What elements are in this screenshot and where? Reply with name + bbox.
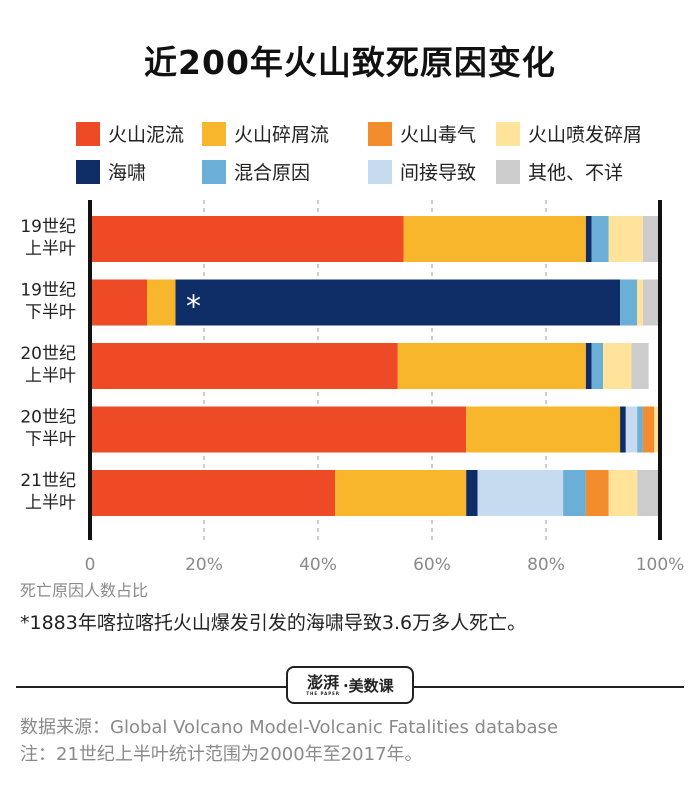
bar-segment [403, 216, 586, 262]
footnote: *1883年喀拉喀托火山爆发引发的海啸导致3.6万多人死亡。 [20, 612, 527, 634]
bar-segment [591, 216, 609, 262]
legend-label: 混合原因 [234, 162, 311, 184]
legend-item: 海啸 [76, 158, 146, 185]
bar-segment [637, 406, 643, 453]
x-tick-label: 0 [85, 555, 96, 572]
x-tick-label: 40% [299, 555, 337, 572]
bar-segment [631, 343, 649, 389]
legend-item: 混合原因 [202, 158, 310, 185]
brand-separator: · [342, 676, 349, 695]
bar-segment [608, 470, 638, 516]
bar-segment [603, 343, 632, 389]
legend-item: 间接导致 [368, 158, 476, 185]
bar-segment [466, 470, 478, 516]
x-tick-label: 80% [527, 555, 565, 572]
legend-item: 火山毒气 [368, 120, 476, 147]
category-label: 20世纪 [20, 408, 76, 428]
legend-item: 火山喷发碎屑 [496, 120, 642, 147]
bar-segment [637, 470, 660, 516]
brand-name: 美数课 [348, 676, 394, 695]
bar-segment [147, 279, 176, 326]
legend-swatch [368, 159, 392, 184]
category-label: 19世纪 [20, 217, 76, 237]
bar-segment [563, 470, 586, 516]
legend-label: 火山碎屑流 [234, 124, 330, 146]
bar-segment [397, 343, 586, 389]
brand-mark: 澎湃 THE PAPER [306, 672, 340, 696]
bar-segment [90, 343, 398, 389]
legend-swatch [76, 159, 100, 184]
legend-swatch [496, 121, 520, 146]
bar-segment [466, 406, 621, 453]
category-label: 下半叶 [25, 430, 76, 450]
bar-segment [625, 406, 638, 453]
chart-title: 近200年火山致死原因变化 [144, 43, 556, 82]
bar-segment [642, 406, 655, 453]
legend-label: 海啸 [108, 162, 147, 184]
legend-swatch [202, 159, 226, 184]
bar-segment [477, 470, 564, 516]
category-label: 20世纪 [20, 344, 76, 364]
source-note: 数据来源：Global Volcano Model-Volcanic Fatal… [20, 714, 558, 768]
legend-swatch [496, 159, 520, 184]
bar-segment [637, 279, 643, 326]
brand-logo: 澎湃 THE PAPER ·美数课 [286, 666, 414, 704]
category-label: 上半叶 [25, 239, 76, 259]
legend-label: 火山毒气 [400, 124, 477, 146]
bar-segment [585, 216, 592, 262]
legend-swatch [76, 121, 100, 146]
bar-segment [90, 279, 147, 326]
x-axis-title: 死亡原因人数占比 [20, 581, 149, 600]
bar-segment [335, 470, 467, 516]
bar-segment [620, 406, 626, 453]
legend-item: 火山碎屑流 [202, 120, 329, 147]
x-tick-label: 100% [636, 555, 685, 572]
category-label: 下半叶 [25, 303, 76, 323]
bar-segment [90, 406, 467, 453]
bar-segment [608, 216, 643, 262]
category-label: 21世纪 [20, 471, 76, 491]
category-label: 上半叶 [25, 366, 76, 386]
category-label: 19世纪 [20, 281, 76, 301]
legend-item: 火山泥流 [76, 120, 184, 147]
category-label: 上半叶 [25, 493, 76, 513]
bar-segment [585, 343, 592, 389]
bar-segment [642, 216, 660, 262]
legend-item: 其他、不详 [496, 158, 623, 185]
legend-label: 火山泥流 [108, 124, 185, 146]
legend-swatch [202, 121, 226, 146]
legend-label: 间接导致 [400, 162, 477, 184]
bar-segment [620, 279, 638, 326]
legend-swatch [368, 121, 392, 146]
legend-label: 其他、不详 [528, 162, 624, 184]
source-line: 数据来源：Global Volcano Model-Volcanic Fatal… [20, 717, 559, 738]
bar-segment [585, 470, 609, 516]
x-tick-label: 60% [413, 555, 451, 572]
x-tick-label: 20% [185, 555, 223, 572]
bar-segment [90, 470, 336, 516]
legend-label: 火山喷发碎屑 [528, 124, 643, 146]
annotation-asterisk: * [186, 290, 201, 325]
bar-segment [90, 216, 404, 262]
bar-segment [175, 279, 621, 326]
bar-segment [642, 279, 660, 326]
note-line: 注：21世纪上半叶统计范围为2000年至2017年。 [20, 744, 423, 765]
bar-segment [591, 343, 603, 389]
bar-segment [654, 406, 660, 453]
